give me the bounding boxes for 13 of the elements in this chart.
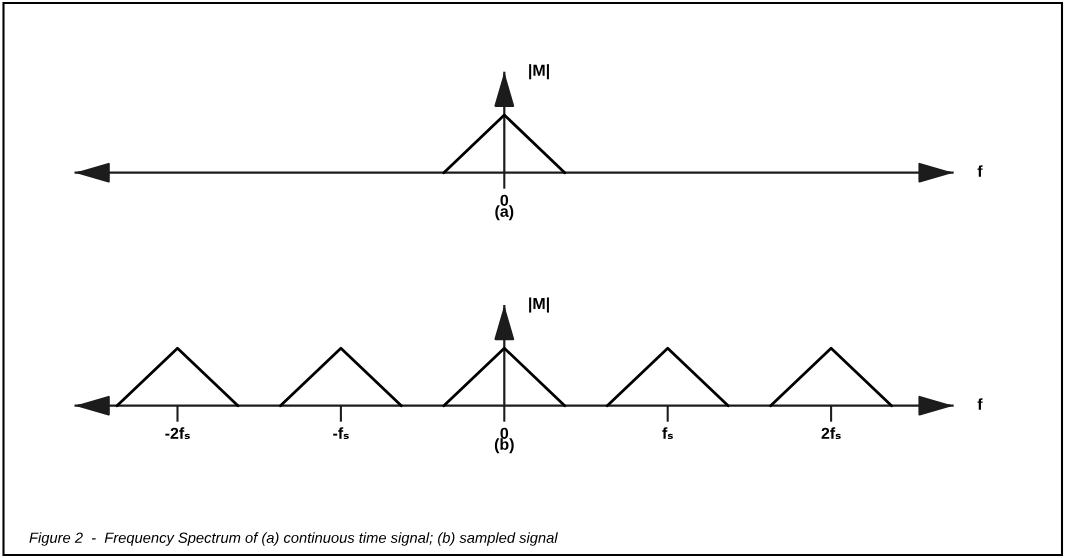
x-tick-label: -fₛ — [333, 427, 349, 439]
x-axis-title: f — [977, 165, 983, 177]
x-axis-title: f — [977, 398, 983, 410]
text: (a) — [495, 205, 514, 221]
text: 0 — [500, 194, 509, 206]
caption: Figure 2 - Frequency Spectrum of (a) continuous time signal; (b) sampled signal — [29, 532, 558, 546]
x-tick-label: -2fₛ — [165, 427, 190, 439]
x-tick-label: 0 — [500, 427, 509, 439]
y-axis-title: |M| — [529, 297, 549, 313]
y-axis-title: |M| — [529, 64, 549, 80]
text: (b) — [494, 438, 514, 454]
x-tick-label: 2fₛ — [821, 427, 841, 439]
x-tick-label: fₛ — [662, 427, 673, 439]
